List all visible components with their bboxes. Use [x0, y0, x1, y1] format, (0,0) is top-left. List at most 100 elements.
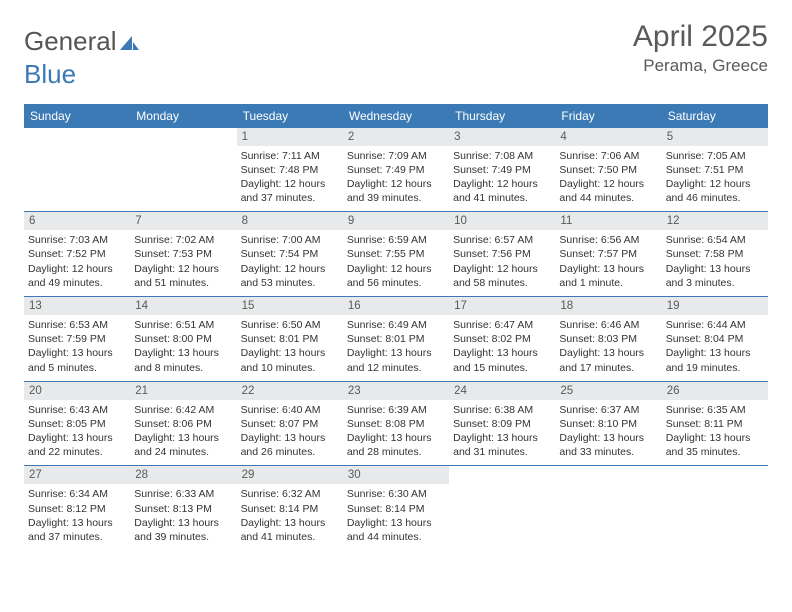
sunset-line: Sunset: 8:00 PM: [134, 332, 232, 346]
sunrise-line: Sunrise: 7:02 AM: [134, 233, 232, 247]
sunset-line: Sunset: 7:50 PM: [559, 163, 657, 177]
day-info: Sunrise: 6:56 AMSunset: 7:57 PMDaylight:…: [559, 233, 657, 290]
sunrise-line: Sunrise: 6:33 AM: [134, 487, 232, 501]
sunset-line: Sunset: 7:55 PM: [347, 247, 445, 261]
sunset-line: Sunset: 8:04 PM: [666, 332, 764, 346]
daylight-line: Daylight: 12 hours and 44 minutes.: [559, 177, 657, 205]
sunrise-line: Sunrise: 6:38 AM: [453, 403, 551, 417]
sunrise-line: Sunrise: 6:46 AM: [559, 318, 657, 332]
day-info: Sunrise: 6:47 AMSunset: 8:02 PMDaylight:…: [453, 318, 551, 375]
day-info: Sunrise: 7:05 AMSunset: 7:51 PMDaylight:…: [666, 149, 764, 206]
day-info: Sunrise: 6:33 AMSunset: 8:13 PMDaylight:…: [134, 487, 232, 544]
day-number: 30: [343, 466, 449, 484]
day-number: 20: [24, 382, 130, 400]
calendar-table: SundayMondayTuesdayWednesdayThursdayFrid…: [24, 104, 768, 550]
logo-text-part1: General: [24, 26, 117, 56]
calendar-cell: 3Sunrise: 7:08 AMSunset: 7:49 PMDaylight…: [449, 128, 555, 212]
calendar-cell: 6Sunrise: 7:03 AMSunset: 7:52 PMDaylight…: [24, 212, 130, 297]
sunset-line: Sunset: 7:49 PM: [347, 163, 445, 177]
calendar-cell: 23Sunrise: 6:39 AMSunset: 8:08 PMDayligh…: [343, 381, 449, 466]
sunrise-line: Sunrise: 6:43 AM: [28, 403, 126, 417]
day-number: 12: [662, 212, 768, 230]
sunrise-line: Sunrise: 6:47 AM: [453, 318, 551, 332]
daylight-line: Daylight: 12 hours and 39 minutes.: [347, 177, 445, 205]
calendar-cell: 18Sunrise: 6:46 AMSunset: 8:03 PMDayligh…: [555, 297, 661, 382]
day-header-thursday: Thursday: [449, 104, 555, 128]
day-info: Sunrise: 6:40 AMSunset: 8:07 PMDaylight:…: [241, 403, 339, 460]
sunrise-line: Sunrise: 6:42 AM: [134, 403, 232, 417]
day-number: 26: [662, 382, 768, 400]
day-info: Sunrise: 6:50 AMSunset: 8:01 PMDaylight:…: [241, 318, 339, 375]
sunset-line: Sunset: 8:14 PM: [241, 502, 339, 516]
sunset-line: Sunset: 8:14 PM: [347, 502, 445, 516]
calendar-cell: [555, 466, 661, 550]
calendar-cell: 22Sunrise: 6:40 AMSunset: 8:07 PMDayligh…: [237, 381, 343, 466]
calendar-cell: 24Sunrise: 6:38 AMSunset: 8:09 PMDayligh…: [449, 381, 555, 466]
sunset-line: Sunset: 8:03 PM: [559, 332, 657, 346]
day-number: 15: [237, 297, 343, 315]
daylight-line: Daylight: 13 hours and 31 minutes.: [453, 431, 551, 459]
sunset-line: Sunset: 7:49 PM: [453, 163, 551, 177]
sunrise-line: Sunrise: 7:09 AM: [347, 149, 445, 163]
sunrise-line: Sunrise: 7:08 AM: [453, 149, 551, 163]
daylight-line: Daylight: 13 hours and 17 minutes.: [559, 346, 657, 374]
day-header-monday: Monday: [130, 104, 236, 128]
calendar-cell: 27Sunrise: 6:34 AMSunset: 8:12 PMDayligh…: [24, 466, 130, 550]
sunrise-line: Sunrise: 6:35 AM: [666, 403, 764, 417]
day-info: Sunrise: 6:35 AMSunset: 8:11 PMDaylight:…: [666, 403, 764, 460]
calendar-cell: 12 Sunrise: 6:54 AMSunset: 7:58 PMDayligh…: [662, 212, 768, 297]
sunset-line: Sunset: 8:07 PM: [241, 417, 339, 431]
calendar-cell: 4Sunrise: 7:06 AMSunset: 7:50 PMDaylight…: [555, 128, 661, 212]
day-number: 28: [130, 466, 236, 484]
week-row: 6Sunrise: 7:03 AMSunset: 7:52 PMDaylight…: [24, 212, 768, 297]
daylight-line: Daylight: 13 hours and 10 minutes.: [241, 346, 339, 374]
calendar-cell: 13Sunrise: 6:53 AMSunset: 7:59 PMDayligh…: [24, 297, 130, 382]
sunset-line: Sunset: 8:05 PM: [28, 417, 126, 431]
sunrise-line: Sunrise: 6:34 AM: [28, 487, 126, 501]
day-info: Sunrise: 7:09 AMSunset: 7:49 PMDaylight:…: [347, 149, 445, 206]
day-info: Sunrise: 6:49 AMSunset: 8:01 PMDaylight:…: [347, 318, 445, 375]
day-number: 9: [343, 212, 449, 230]
calendar-cell: 14Sunrise: 6:51 AMSunset: 8:00 PMDayligh…: [130, 297, 236, 382]
calendar-cell: [24, 128, 130, 212]
day-number: 1: [237, 128, 343, 146]
sunrise-line: Sunrise: 6:54 AM: [666, 233, 764, 247]
day-number: 5: [662, 128, 768, 146]
sunset-line: Sunset: 8:01 PM: [241, 332, 339, 346]
day-number: 7: [130, 212, 236, 230]
calendar-cell: 19Sunrise: 6:44 AMSunset: 8:04 PMDayligh…: [662, 297, 768, 382]
daylight-line: Daylight: 13 hours and 37 minutes.: [28, 516, 126, 544]
calendar-cell: 5 Sunrise: 7:05 AMSunset: 7:51 PMDaylight…: [662, 128, 768, 212]
sunrise-line: Sunrise: 7:05 AM: [666, 149, 764, 163]
day-info: Sunrise: 6:39 AMSunset: 8:08 PMDaylight:…: [347, 403, 445, 460]
day-info: Sunrise: 6:34 AMSunset: 8:12 PMDaylight:…: [28, 487, 126, 544]
day-info: Sunrise: 6:54 AMSunset: 7:58 PMDaylight:…: [666, 233, 764, 290]
day-info: Sunrise: 6:59 AMSunset: 7:55 PMDaylight:…: [347, 233, 445, 290]
day-number: 25: [555, 382, 661, 400]
daylight-line: Daylight: 13 hours and 39 minutes.: [134, 516, 232, 544]
daylight-line: Daylight: 13 hours and 33 minutes.: [559, 431, 657, 459]
calendar-cell: 29 Sunrise: 6:32 AMSunset: 8:14 PMDayligh…: [237, 466, 343, 550]
calendar-cell: 1Sunrise: 7:11 AMSunset: 7:48 PMDaylight…: [237, 128, 343, 212]
day-number: 10: [449, 212, 555, 230]
day-info: Sunrise: 6:46 AMSunset: 8:03 PMDaylight:…: [559, 318, 657, 375]
sunrise-line: Sunrise: 6:57 AM: [453, 233, 551, 247]
daylight-line: Daylight: 13 hours and 28 minutes.: [347, 431, 445, 459]
day-info: Sunrise: 7:00 AMSunset: 7:54 PMDaylight:…: [241, 233, 339, 290]
day-header-friday: Friday: [555, 104, 661, 128]
calendar-cell: 7Sunrise: 7:02 AMSunset: 7:53 PMDaylight…: [130, 212, 236, 297]
day-info: Sunrise: 6:32 AMSunset: 8:14 PMDaylight:…: [241, 487, 339, 544]
logo: GeneralBlue: [24, 26, 140, 90]
day-header-tuesday: Tuesday: [237, 104, 343, 128]
location: Perama, Greece: [633, 56, 768, 76]
day-header-wednesday: Wednesday: [343, 104, 449, 128]
day-info: Sunrise: 6:43 AMSunset: 8:05 PMDaylight:…: [28, 403, 126, 460]
sunset-line: Sunset: 7:56 PM: [453, 247, 551, 261]
sunset-line: Sunset: 8:01 PM: [347, 332, 445, 346]
day-number: 21: [130, 382, 236, 400]
sunset-line: Sunset: 8:13 PM: [134, 502, 232, 516]
day-number: 29: [237, 466, 343, 484]
calendar-cell: 15 Sunrise: 6:50 AMSunset: 8:01 PMDayligh…: [237, 297, 343, 382]
day-info: Sunrise: 7:03 AMSunset: 7:52 PMDaylight:…: [28, 233, 126, 290]
sunrise-line: Sunrise: 6:37 AM: [559, 403, 657, 417]
